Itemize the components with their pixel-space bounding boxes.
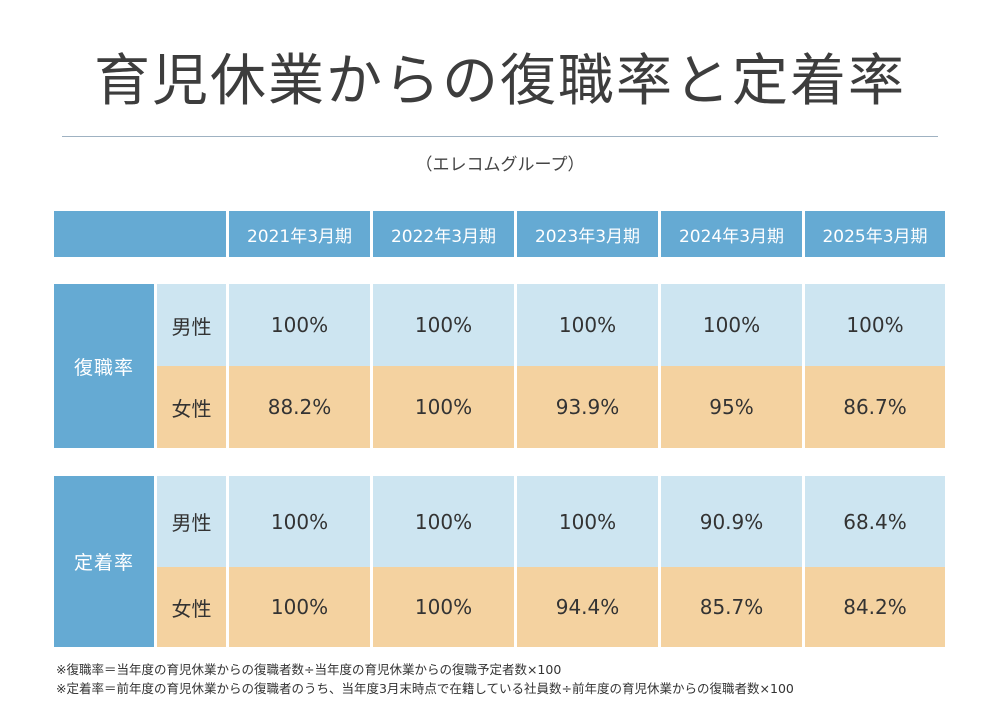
header-blank-cell	[54, 211, 226, 257]
table-cell: 90.9%	[661, 476, 802, 567]
table-cell: 68.4%	[805, 476, 945, 567]
page-subtitle: （エレコムグループ）	[415, 155, 585, 175]
footnotes: ※復職率＝当年度の育児休業からの復職者数÷当年度の育児休業からの復職予定者数×1…	[56, 660, 794, 698]
table-cell: 100%	[661, 284, 802, 366]
table-cell: 100%	[229, 476, 370, 567]
table-cell: 100%	[229, 284, 370, 366]
footnote-return-rate: ※復職率＝当年度の育児休業からの復職者数÷当年度の育児休業からの復職予定者数×1…	[56, 662, 562, 677]
row-label-female: 女性	[157, 567, 226, 647]
group-label-return-rate: 復職率	[54, 284, 154, 448]
group-label-retention-rate: 定着率	[54, 476, 154, 647]
table-cell: 88.2%	[229, 366, 370, 448]
table-cell: 100%	[373, 567, 514, 647]
table-cell: 100%	[229, 567, 370, 647]
table-cell: 100%	[805, 284, 945, 366]
table-cell: 100%	[517, 476, 658, 567]
table-cell: 100%	[373, 476, 514, 567]
column-header-2024: 2024年3月期	[661, 211, 802, 257]
title-divider	[62, 136, 938, 137]
table-cell: 94.4%	[517, 567, 658, 647]
table-cell: 84.2%	[805, 567, 945, 647]
table-cell: 100%	[373, 284, 514, 366]
column-header-2023: 2023年3月期	[517, 211, 658, 257]
table-cell: 93.9%	[517, 366, 658, 448]
table-cell: 86.7%	[805, 366, 945, 448]
page-title: 育児休業からの復職率と定着率	[94, 49, 906, 114]
row-label-male: 男性	[157, 476, 226, 567]
table-cell: 85.7%	[661, 567, 802, 647]
row-label-male: 男性	[157, 284, 226, 366]
table-cell: 100%	[373, 366, 514, 448]
column-header-2022: 2022年3月期	[373, 211, 514, 257]
column-header-2021: 2021年3月期	[229, 211, 370, 257]
table-cell: 100%	[517, 284, 658, 366]
column-header-2025: 2025年3月期	[805, 211, 945, 257]
footnote-retention-rate: ※定着率＝前年度の育児休業からの復職者のうち、当年度3月末時点で在籍している社員…	[56, 681, 794, 696]
row-label-female: 女性	[157, 366, 226, 448]
table-cell: 95%	[661, 366, 802, 448]
